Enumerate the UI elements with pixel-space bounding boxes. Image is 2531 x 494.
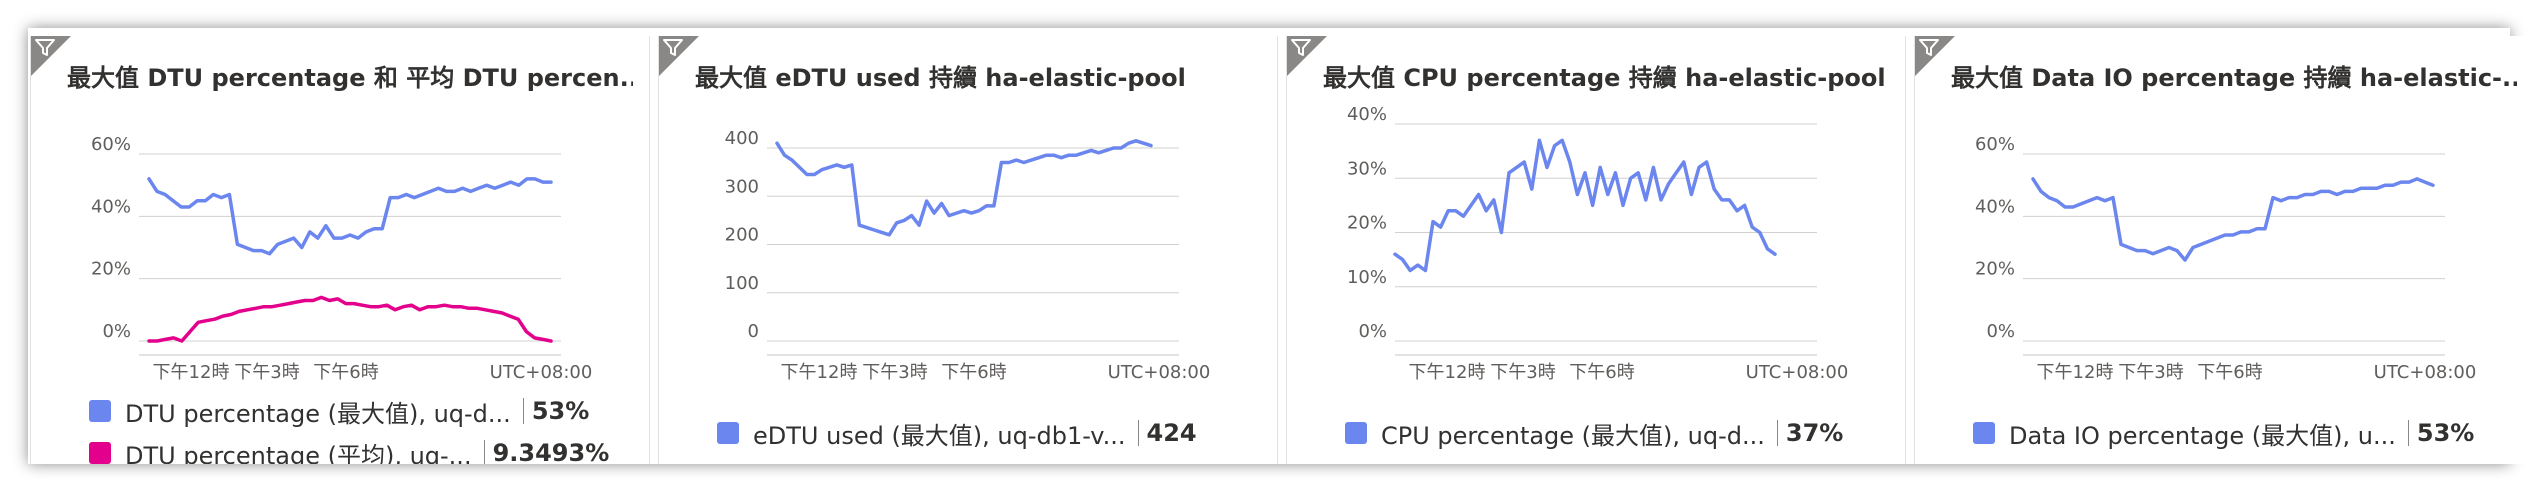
x-tick-label: 下午3時 xyxy=(234,362,299,383)
y-tick-label: 20% xyxy=(1347,213,1387,234)
filter-icon[interactable] xyxy=(1919,39,1939,57)
legend-value: 9.3493% xyxy=(492,439,610,464)
y-tick-label: 20% xyxy=(1975,259,2015,280)
y-tick-label: 30% xyxy=(1347,158,1387,179)
filter-icon[interactable] xyxy=(35,39,55,57)
legend-divider xyxy=(522,398,524,424)
series-line-max[interactable] xyxy=(147,177,553,256)
legend-item-cpu[interactable]: CPU percentage (最大值), uq-d... 37% xyxy=(1345,416,1843,450)
tile-dtu-percentage[interactable]: 最大值 DTU percentage 和 平均 DTU percen... 0%… xyxy=(30,36,650,464)
y-tick-label: 0% xyxy=(102,321,131,342)
y-tick-label: 20% xyxy=(91,259,131,280)
legend-value: 53% xyxy=(2416,419,2475,447)
series-line-max[interactable] xyxy=(1393,138,1777,273)
legend-value: 424 xyxy=(1146,419,1197,447)
y-tick-label: 60% xyxy=(91,134,131,155)
x-tick-label: 下午12時 xyxy=(153,362,230,383)
tile-title[interactable]: 最大值 DTU percentage 和 平均 DTU percen... xyxy=(67,64,633,92)
legend-swatch xyxy=(89,442,111,464)
legend-swatch xyxy=(1345,422,1367,444)
x-tick-label: 下午3時 xyxy=(2118,362,2183,383)
series-line-avg[interactable] xyxy=(147,295,553,343)
line-chart[interactable]: 0% 20% 40% 60% 下午12時 下午3時 下午6時 UTC+08:00 xyxy=(31,36,649,396)
legend-divider xyxy=(1776,420,1778,446)
tile-title[interactable]: 最大值 Data IO percentage 持續 ha-elastic-... xyxy=(1951,64,2517,92)
legend-swatch xyxy=(89,400,111,422)
tile-title[interactable]: 最大值 CPU percentage 持續 ha-elastic-pool xyxy=(1323,64,1886,92)
y-tick-label: 100 xyxy=(725,273,759,294)
timezone-label: UTC+08:00 xyxy=(1746,362,1849,383)
tile-edtu-used[interactable]: 最大值 eDTU used 持續 ha-elastic-pool 0 100 200… xyxy=(658,36,1278,464)
y-tick-label: 300 xyxy=(725,176,759,197)
legend-divider xyxy=(1137,420,1139,446)
tile-cpu-percentage[interactable]: 最大值 CPU percentage 持續 ha-elastic-pool 0%… xyxy=(1286,36,1906,464)
y-tick-label: 40% xyxy=(1347,104,1387,125)
legend-value: 53% xyxy=(531,397,590,425)
x-tick-label: 下午6時 xyxy=(313,362,378,383)
x-tick-label: 下午3時 xyxy=(862,362,927,383)
x-tick-label: 下午6時 xyxy=(941,362,1006,383)
x-tick-label: 下午12時 xyxy=(781,362,858,383)
x-tick-label: 下午6時 xyxy=(1569,362,1634,383)
legend-item-data-io[interactable]: Data IO percentage (最大值), u... 53% xyxy=(1973,416,2474,450)
legend-swatch xyxy=(1973,422,1995,444)
x-tick-label: 下午6時 xyxy=(2197,362,2262,383)
tile-data-io-percentage[interactable]: 最大值 Data IO percentage 持續 ha-elastic-...… xyxy=(1914,36,2531,464)
timezone-label: UTC+08:00 xyxy=(2374,362,2477,383)
series-line-max[interactable] xyxy=(775,139,1153,237)
legend-label: Data IO percentage (最大值), u... xyxy=(2009,421,2396,450)
y-tick-label: 60% xyxy=(1975,134,2015,155)
timezone-label: UTC+08:00 xyxy=(1108,362,1211,383)
x-tick-label: 下午12時 xyxy=(2037,362,2114,383)
line-chart[interactable]: 0% 10% 20% 30% 40% 下午12時 下午3時 下午6時 UTC+08:00 xyxy=(1287,36,1905,396)
y-tick-label: 200 xyxy=(725,225,759,246)
filter-icon[interactable] xyxy=(1291,39,1311,57)
timezone-label: UTC+08:00 xyxy=(490,362,593,383)
y-tick-label: 0% xyxy=(1986,321,2015,342)
y-tick-label: 10% xyxy=(1347,267,1387,288)
x-tick-label: 下午12時 xyxy=(1409,362,1486,383)
legend-divider xyxy=(2407,420,2409,446)
line-chart[interactable]: 0 100 200 300 400 下午12時 下午3時 下午6時 UTC+08:00 xyxy=(659,36,1277,396)
y-tick-label: 40% xyxy=(91,196,131,217)
legend-value: 37% xyxy=(1785,419,1844,447)
tile-title[interactable]: 最大值 eDTU used 持續 ha-elastic-pool xyxy=(695,64,1186,92)
legend-label: DTU percentage (最大值), uq-d... xyxy=(125,399,511,428)
y-tick-label: 400 xyxy=(725,128,759,149)
filter-icon[interactable] xyxy=(663,39,683,57)
legend-divider xyxy=(483,440,485,464)
legend-label: eDTU used (最大值), uq-db1-v... xyxy=(753,421,1126,450)
legend-item-dtu-avg[interactable]: DTU percentage (平均), uq-... 9.3493% xyxy=(89,436,609,464)
legend-label: DTU percentage (平均), uq-... xyxy=(125,441,472,465)
line-chart[interactable]: 0% 20% 40% 60% 下午12時 下午3時 下午6時 UTC+08:00 xyxy=(1915,36,2531,396)
legend-item-edtu[interactable]: eDTU used (最大值), uq-db1-v... 424 xyxy=(717,416,1197,450)
y-tick-label: 0 xyxy=(748,321,759,342)
y-tick-label: 0% xyxy=(1358,321,1387,342)
series-line-max[interactable] xyxy=(2031,177,2435,262)
y-tick-label: 40% xyxy=(1975,196,2015,217)
x-tick-label: 下午3時 xyxy=(1490,362,1555,383)
legend-swatch xyxy=(717,422,739,444)
legend-label: CPU percentage (最大值), uq-d... xyxy=(1381,421,1765,450)
legend-item-dtu-max[interactable]: DTU percentage (最大值), uq-d... 53% xyxy=(89,394,589,428)
